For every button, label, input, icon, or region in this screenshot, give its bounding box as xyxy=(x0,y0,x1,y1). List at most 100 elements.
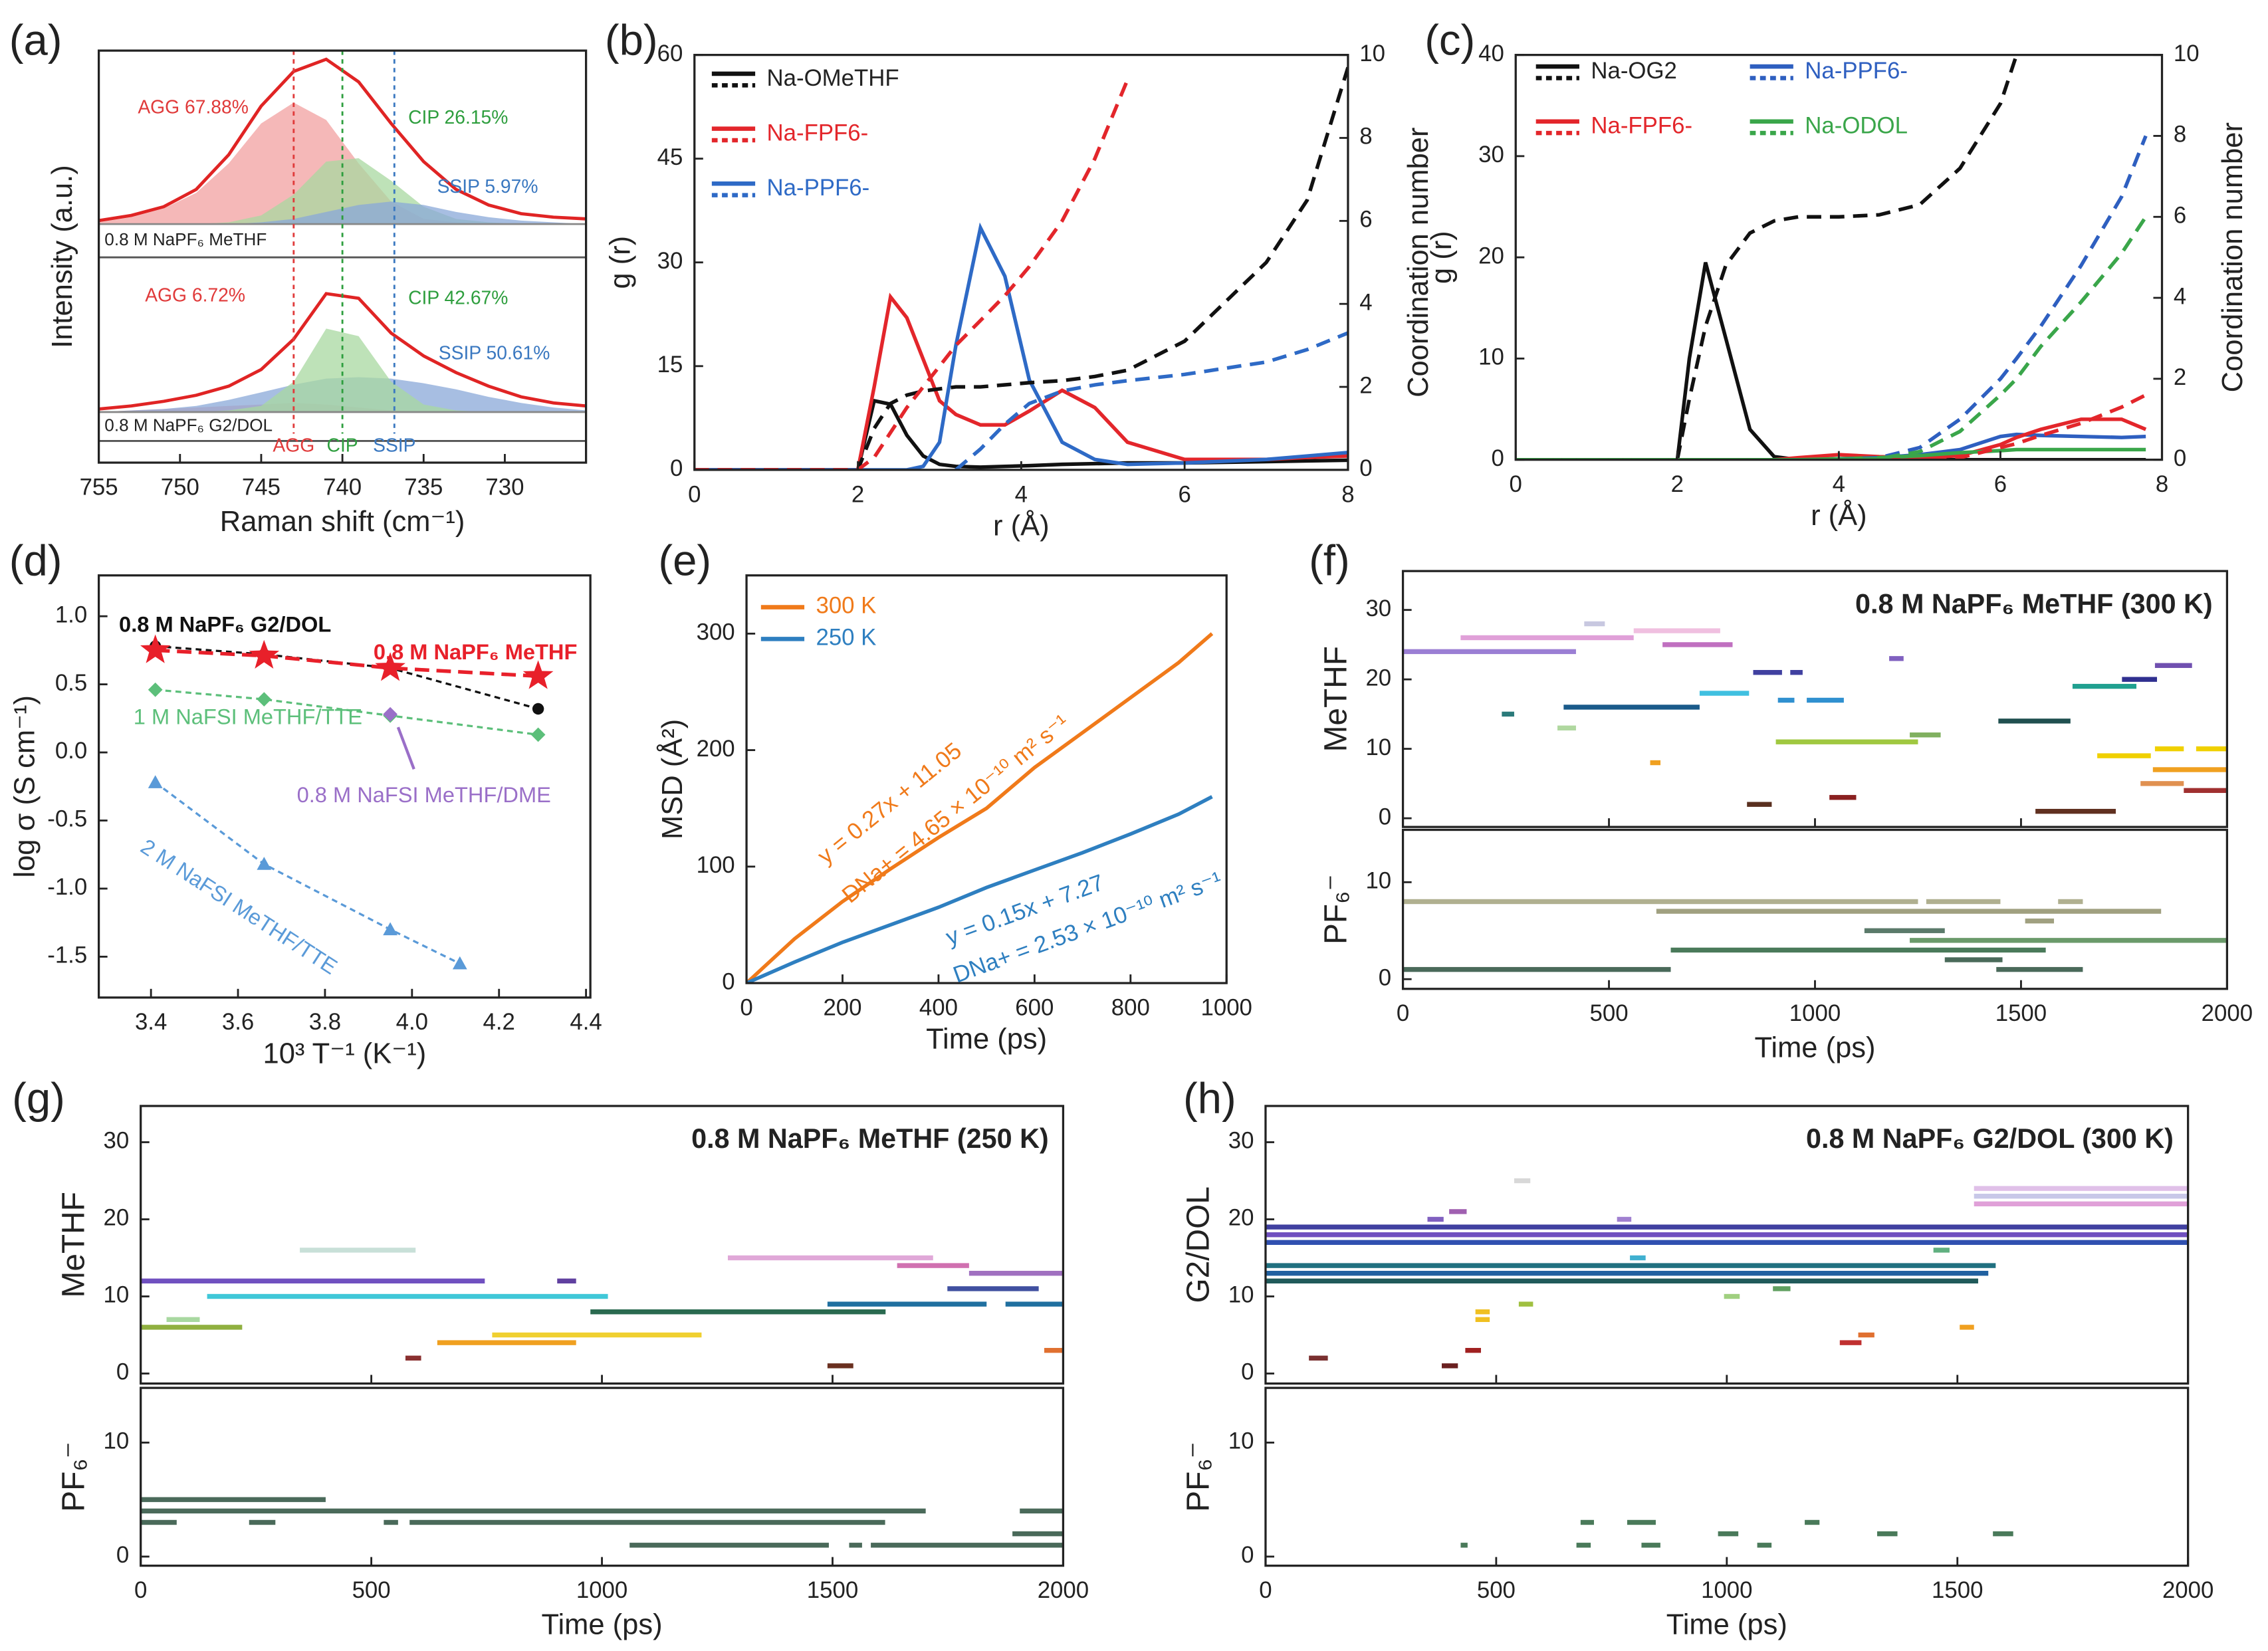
legend-label: Na-OG2 xyxy=(1591,58,1677,84)
y-tick-label: 8 xyxy=(2174,122,2186,148)
residence-segment xyxy=(1753,670,1782,675)
x-axis-label: Raman shift (cm⁻¹) xyxy=(220,506,465,538)
residence-segment xyxy=(1020,1508,1064,1514)
residence-segment xyxy=(2058,899,2083,905)
y-tick-label: 2 xyxy=(2174,364,2186,390)
line xyxy=(694,222,1348,470)
point xyxy=(452,956,467,970)
annotation: SSIP 50.61% xyxy=(439,342,550,363)
y-tick-label: 10 xyxy=(1365,867,1391,893)
y-tick-label: 1.0 xyxy=(55,602,87,627)
y-tick-label: 45 xyxy=(657,144,683,170)
residence-segment xyxy=(827,1363,853,1369)
residence-segment xyxy=(1502,711,1514,717)
x-tick-label: 1500 xyxy=(1932,1577,1983,1603)
residence-segment xyxy=(871,1543,1064,1548)
annotation: SSIP 5.97% xyxy=(437,175,538,197)
y-tick-label: 0 xyxy=(1241,1542,1254,1568)
x-tick-label: 500 xyxy=(352,1577,391,1603)
x-tick-label: 745 xyxy=(242,474,281,500)
residence-segment xyxy=(1807,697,1844,703)
residence-segment xyxy=(2184,788,2227,794)
marker-label: SSIP xyxy=(373,435,415,456)
residence-segment xyxy=(140,1519,177,1525)
residence-segment xyxy=(629,1543,829,1548)
x-tick-label: 755 xyxy=(80,474,118,500)
line xyxy=(694,292,1348,470)
x-axis-label: Time (ps) xyxy=(926,1024,1047,1055)
line xyxy=(1516,55,2019,460)
residence-segment xyxy=(1012,1531,1064,1537)
annotation: CIP 42.67% xyxy=(408,287,508,308)
point xyxy=(249,639,280,669)
x-axis-label: Time (ps) xyxy=(542,1609,663,1641)
residence-segment xyxy=(249,1519,276,1525)
x-tick-label: 1000 xyxy=(1200,994,1252,1020)
residence-segment xyxy=(140,1508,926,1514)
y-tick-label: 100 xyxy=(697,852,735,878)
panel-label: (d) xyxy=(9,536,62,585)
y-tick-label: 200 xyxy=(697,736,735,762)
residence-segment xyxy=(1309,1355,1328,1361)
line xyxy=(955,331,1348,470)
residence-segment xyxy=(1864,928,1945,933)
residence-segment xyxy=(1662,642,1733,647)
y-tick-label: 10 xyxy=(1228,1428,1254,1454)
residence-segment xyxy=(1933,1248,1950,1253)
line xyxy=(1516,393,2147,460)
y-axis-label: PF₆⁻ xyxy=(56,1442,91,1512)
line xyxy=(155,689,538,736)
residence-segment xyxy=(1441,1363,1458,1369)
residence-segment xyxy=(2154,663,2192,668)
line xyxy=(155,648,538,679)
residence-segment xyxy=(1518,1301,1533,1307)
residence-segment xyxy=(1974,1194,2188,1199)
x-tick-label: 4.0 xyxy=(396,1009,428,1035)
x-tick-label: 1500 xyxy=(1995,1000,2047,1026)
residence-segment xyxy=(590,1309,886,1315)
legend-label: Na-ODOL xyxy=(1805,113,1908,139)
y-tick-label: 10 xyxy=(1228,1282,1254,1308)
residence-segment xyxy=(1465,1348,1481,1353)
residence-segment xyxy=(166,1317,200,1323)
line xyxy=(1516,262,2146,460)
series-label: 1 M NaFSI MeTHF/TTE xyxy=(134,705,362,729)
arrow xyxy=(396,726,415,770)
x-tick-label: 735 xyxy=(404,474,443,500)
x-tick-label: 0 xyxy=(740,994,752,1020)
plot-frame xyxy=(693,54,1349,471)
y-tick-label: 0 xyxy=(1241,1359,1254,1385)
y-axis-label: MeTHF xyxy=(1318,646,1353,752)
x-tick-label: 4 xyxy=(1833,471,1845,497)
point xyxy=(375,652,405,681)
residence-segment xyxy=(897,1263,969,1268)
line xyxy=(694,79,1129,470)
x-tick-label: 8 xyxy=(1341,481,1354,507)
residence-segment xyxy=(1805,1519,1820,1525)
y-tick-label: 0 xyxy=(1491,445,1504,471)
point xyxy=(140,634,171,663)
x-tick-label: 1000 xyxy=(1701,1577,1752,1603)
x-tick-label: 800 xyxy=(1111,994,1150,1020)
residence-segment xyxy=(1460,1543,1468,1548)
y-tick-label: 300 xyxy=(697,619,735,645)
y-tick-label: 6 xyxy=(2174,202,2186,228)
residence-segment xyxy=(1630,1255,1646,1261)
residence-segment xyxy=(492,1332,702,1338)
residence-segment xyxy=(2154,746,2184,752)
y-axis-label: PF₆⁻ xyxy=(1181,1442,1216,1512)
y-tick-label: 20 xyxy=(1478,243,1504,269)
plot-frame xyxy=(140,1386,1065,1567)
residence-segment xyxy=(1563,705,1700,710)
residence-segment xyxy=(2025,918,2055,924)
y-tick-label: 0 xyxy=(116,1542,129,1568)
legend-label: Na-PPF6- xyxy=(1805,58,1908,84)
residence-segment xyxy=(207,1293,608,1299)
y-tick-label: 0 xyxy=(722,968,735,994)
residence-segment xyxy=(1858,1332,1874,1338)
residence-segment xyxy=(300,1248,416,1253)
y-tick-label: 2 xyxy=(1359,372,1372,398)
residence-segment xyxy=(1403,966,1671,972)
line xyxy=(694,66,1348,470)
